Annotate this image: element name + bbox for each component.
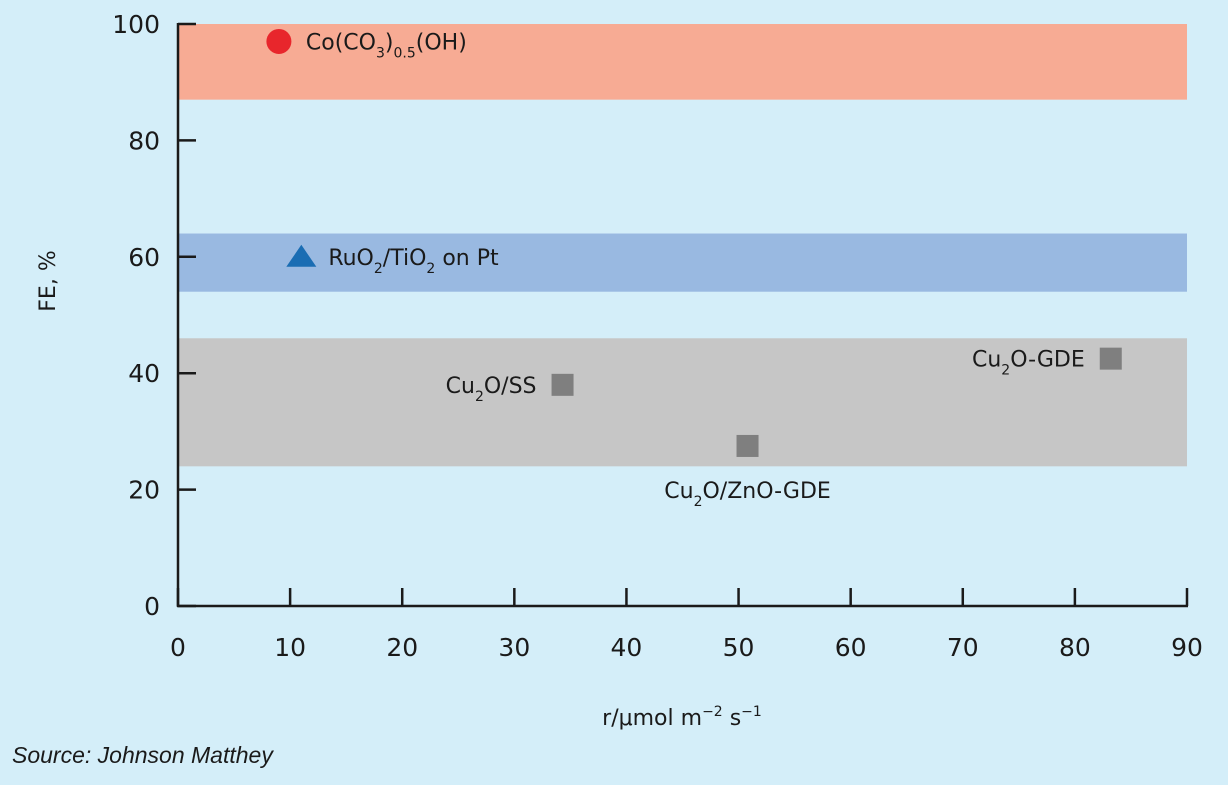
y-tick-label: 60 (128, 243, 160, 272)
point-label: Cu2O/ZnO-GDE (664, 479, 831, 510)
y-tick-label: 0 (144, 592, 160, 621)
chart-bands (178, 24, 1187, 467)
point-label: RuO2/TiO2 on Pt (328, 246, 499, 277)
x-tick-label: 70 (947, 633, 979, 662)
y-axis-label: FE, % (36, 250, 61, 311)
y-tick-label: 80 (128, 126, 160, 155)
x-tick-label: 0 (170, 633, 186, 662)
point-square (1099, 347, 1122, 370)
chart-axes: 0 20 40 60 80 100 0 10 20 30 40 50 60 70 80 90 (112, 10, 1203, 662)
point-triangle (286, 244, 317, 267)
x-tick-label: 50 (723, 633, 755, 662)
band-1 (178, 233, 1187, 292)
point-label: Cu2O/SS (446, 374, 537, 405)
x-tick-label: 40 (611, 633, 643, 662)
x-tick-label: 80 (1059, 633, 1091, 662)
point-label: Cu2O-GDE (972, 348, 1085, 379)
source-note: Source: Johnson Matthey (12, 742, 273, 768)
point-circle (266, 28, 292, 54)
point-label: Co(CO3)0.5(OH) (306, 30, 467, 61)
chart-points: Co(CO3)0.5(OH) RuO2/TiO2 on Pt Cu2O/SS Cu2O… (266, 28, 1122, 510)
band-2 (178, 338, 1187, 467)
x-tick-label: 30 (498, 633, 530, 662)
y-tick-label: 40 (128, 359, 160, 388)
x-tick-label: 60 (835, 633, 867, 662)
x-axis-label: r/μmol m−2 s−1 (602, 704, 762, 731)
point-square (736, 434, 759, 457)
y-tick-label: 20 (128, 476, 160, 505)
y-tick-label: 100 (112, 10, 160, 39)
x-tick-label: 90 (1171, 633, 1203, 662)
point-square (551, 373, 574, 396)
band-0 (178, 24, 1187, 100)
x-tick-label: 10 (274, 633, 306, 662)
x-tick-label: 20 (386, 633, 418, 662)
